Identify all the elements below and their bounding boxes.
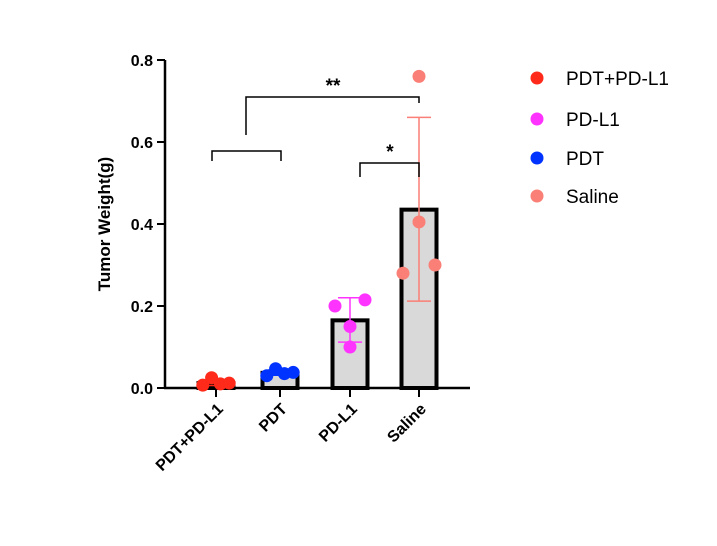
- data-point: [222, 376, 236, 390]
- y-tick-label: 0.0: [131, 381, 153, 398]
- legend-marker: [530, 151, 544, 165]
- x-tick-label: Saline: [384, 401, 429, 446]
- legend: PDT+PD-L1 PD-L1 PDT Saline: [530, 69, 669, 208]
- data-point: [396, 266, 410, 280]
- data-point: [343, 340, 357, 354]
- x-tick-label: PD-L1: [316, 401, 361, 446]
- legend-label: Saline: [566, 187, 619, 208]
- data-point: [412, 69, 426, 83]
- y-tick-label: 0.4: [131, 217, 153, 234]
- data-point: [358, 293, 372, 307]
- data-point: [343, 320, 357, 333]
- data-point: [428, 258, 442, 272]
- legend-label: PDT: [566, 149, 604, 170]
- data-point: [260, 369, 274, 383]
- data-point: [286, 365, 300, 379]
- bars: [196, 207, 439, 391]
- legend-label: PDT+PD-L1: [566, 69, 669, 90]
- legend-marker: [530, 112, 544, 126]
- significance-label-single-star: *: [386, 142, 394, 163]
- data-point: [412, 215, 426, 229]
- bracket-single-star: [359, 162, 420, 177]
- legend-marker: [530, 71, 544, 85]
- y-axis-title: Tumor Weight(g): [95, 157, 114, 291]
- x-tick-label: PDT: [256, 401, 291, 436]
- data-point: [196, 378, 210, 392]
- significance-brackets: ***: [211, 76, 420, 177]
- bracket-pdtpdl1-pdt: [211, 150, 282, 161]
- y-tick-label: 0.2: [131, 299, 153, 316]
- data-points: [196, 69, 442, 392]
- significance-label-double-star: **: [326, 76, 341, 97]
- error-bars: [204, 116, 431, 387]
- bracket-double-star: [245, 96, 420, 135]
- y-tick-label: 0.6: [131, 135, 153, 152]
- legend-label: PD-L1: [566, 110, 620, 131]
- legend-marker: [530, 189, 544, 203]
- x-tick-label: PDT+PD-L1: [153, 401, 227, 475]
- data-point: [328, 299, 342, 313]
- y-tick-label: 0.8: [131, 53, 153, 70]
